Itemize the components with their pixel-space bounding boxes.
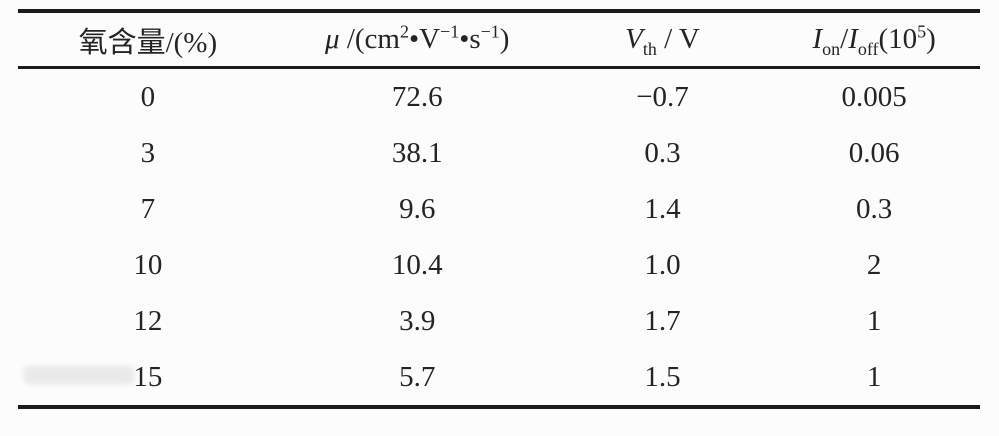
cell-threshold-voltage: 1.4	[644, 192, 681, 225]
cell-oxygen-content: 15	[133, 360, 163, 393]
table-body: 0 72.6 −0.7 0.005 3 38.1 0.3 0.06 7 9.6 1.4 0.3 10 10…	[18, 68, 980, 408]
column-header-mobility: μ /(cm2•V−1•s−1)	[277, 11, 557, 69]
table-row: 12 3.9 1.7 1	[18, 293, 980, 349]
data-table: 氧含量/(%) μ /(cm2•V−1•s−1) Vth / V Ion/Ioff(1…	[18, 9, 980, 409]
cell-oxygen-content: 10	[133, 248, 163, 281]
cell-on-off-ratio: 0.005	[841, 80, 907, 113]
cell-threshold-voltage: 0.3	[644, 136, 681, 169]
column-header-threshold-voltage: Vth / V	[556, 11, 769, 69]
cell-threshold-voltage: 1.0	[644, 248, 681, 281]
cell-oxygen-content: 0	[140, 80, 156, 113]
cell-on-off-ratio: 1	[866, 304, 882, 337]
table-header: 氧含量/(%) μ /(cm2•V−1•s−1) Vth / V Ion/Ioff(1…	[18, 11, 980, 69]
cell-on-off-ratio: 1	[866, 360, 882, 393]
cell-threshold-voltage: 1.7	[644, 304, 681, 337]
cell-mobility: 38.1	[391, 136, 443, 169]
table-header-row: 氧含量/(%) μ /(cm2•V−1•s−1) Vth / V Ion/Ioff(1…	[18, 11, 980, 69]
cell-on-off-ratio: 0.3	[856, 192, 893, 225]
cell-on-off-ratio: 0.06	[848, 136, 900, 169]
cell-mobility: 10.4	[391, 248, 443, 281]
column-header-on-off-ratio: Ion/Ioff(105)	[768, 11, 980, 69]
table-row: 0 72.6 −0.7 0.005	[18, 68, 980, 126]
cell-threshold-voltage: −0.7	[636, 80, 689, 113]
column-header-oxygen-content: 氧含量/(%)	[18, 11, 278, 69]
cell-mobility: 5.7	[399, 360, 436, 393]
cell-mobility: 72.6	[391, 80, 443, 113]
table-row: 7 9.6 1.4 0.3	[18, 181, 980, 237]
cell-threshold-voltage: 1.5	[644, 360, 681, 393]
table-row: 15 5.7 1.5 1	[18, 349, 980, 407]
cell-oxygen-content: 7	[140, 192, 156, 225]
cell-mobility: 9.6	[399, 192, 436, 225]
table-row: 3 38.1 0.3 0.06	[18, 125, 980, 181]
cell-oxygen-content: 3	[140, 136, 156, 169]
cell-on-off-ratio: 2	[866, 248, 882, 281]
table-row: 10 10.4 1.0 2	[18, 237, 980, 293]
cell-oxygen-content: 12	[133, 304, 163, 337]
cell-mobility: 3.9	[399, 304, 436, 337]
